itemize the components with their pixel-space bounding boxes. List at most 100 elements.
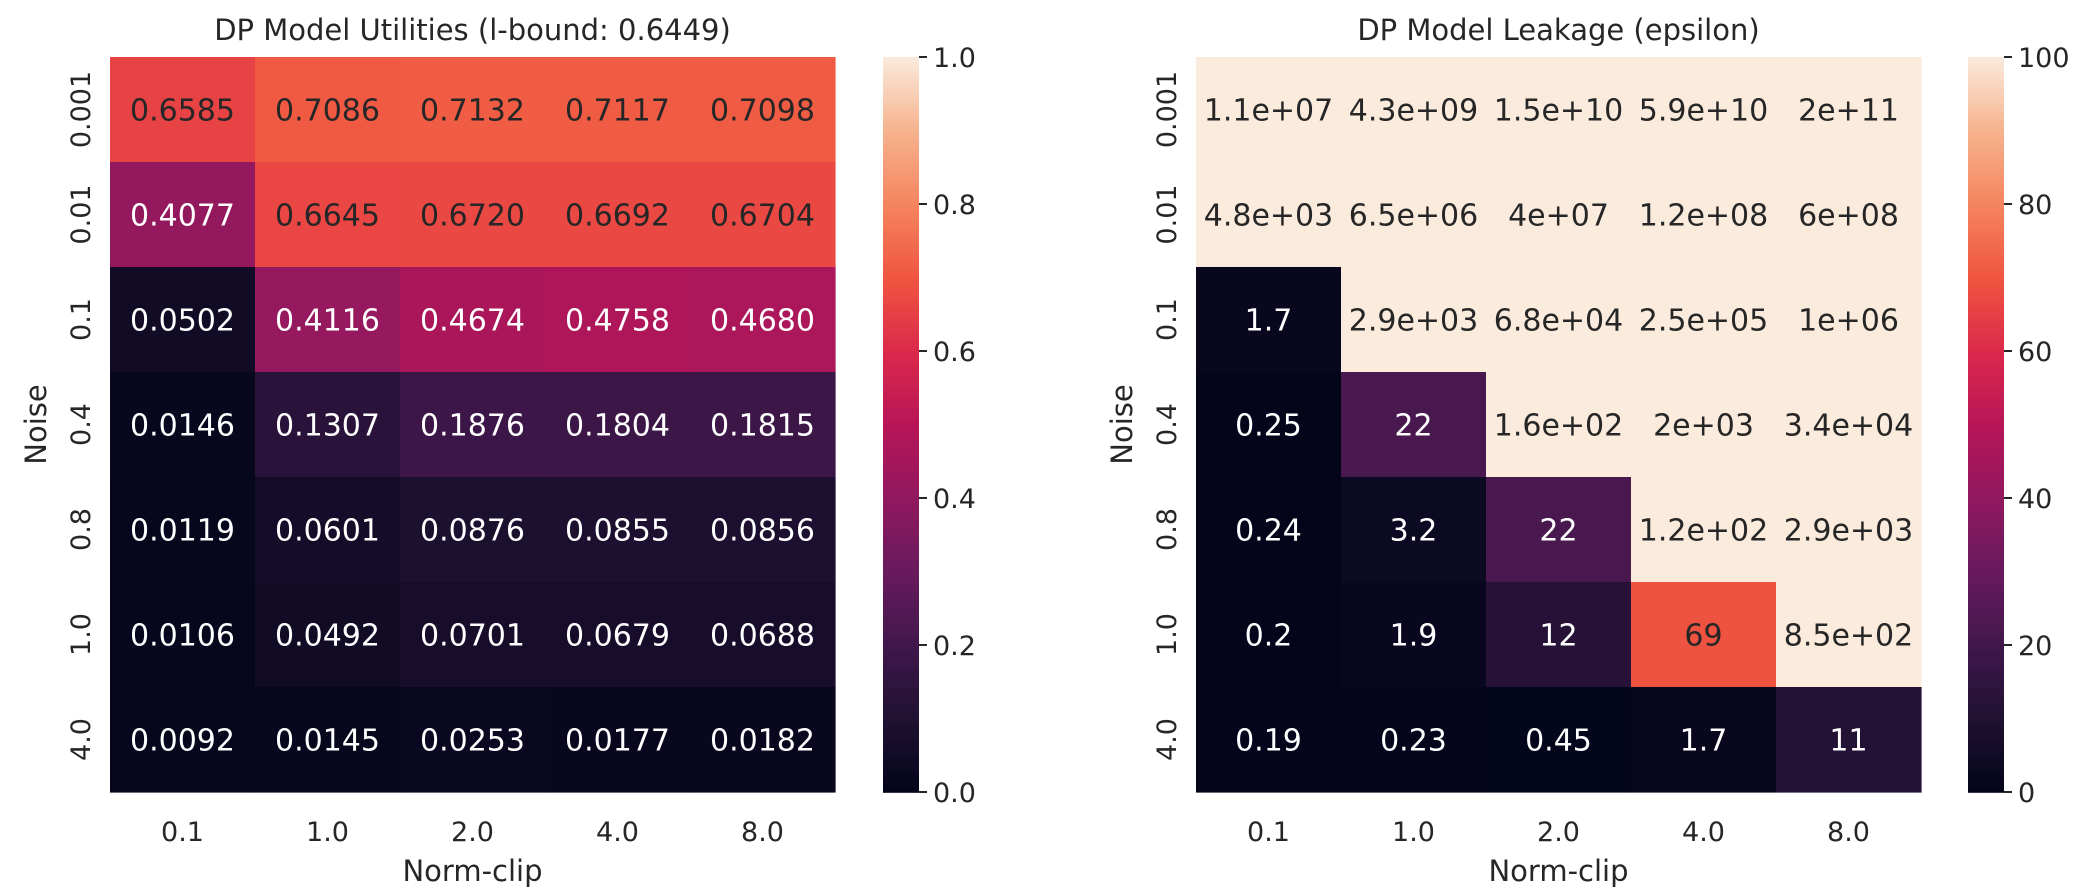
colorbar-segment <box>883 498 919 505</box>
colorbar-segment <box>1968 156 2004 163</box>
colorbar-segment <box>883 246 919 253</box>
colorbar-segment <box>883 776 919 783</box>
heatmap-cell <box>1341 57 1487 163</box>
colorbar-segment <box>1968 177 2004 184</box>
colorbar-segment <box>1968 88 2004 95</box>
colorbar-segment <box>1968 776 2004 783</box>
cell-annotation: 0.4758 <box>565 304 670 339</box>
colorbar-segment <box>1968 141 2004 148</box>
heatmap-cell <box>1486 57 1632 163</box>
colorbar-segment <box>883 702 919 709</box>
heatmap-cell <box>690 57 836 163</box>
colorbar-segment <box>1968 765 2004 772</box>
colorbar-segment <box>1968 351 2004 358</box>
colorbar-segment <box>1968 781 2004 788</box>
y-tick-label: 0.01 <box>66 184 97 244</box>
cell-annotation: 2.5e+05 <box>1639 304 1768 339</box>
heatmap-cell <box>1341 372 1487 478</box>
cell-annotation: 6e+08 <box>1798 199 1899 234</box>
colorbar-segment <box>883 576 919 583</box>
colorbar-segment <box>1968 786 2004 793</box>
colorbar-segment <box>883 408 919 415</box>
colorbar-segment <box>1968 660 2004 667</box>
colorbar-segment <box>883 461 919 468</box>
cell-annotation: 2e+03 <box>1653 409 1754 444</box>
colorbar-segment <box>883 72 919 79</box>
heatmap-cell <box>1341 477 1487 583</box>
cell-annotation: 1.5e+10 <box>1494 94 1623 129</box>
heatmap-cell <box>1196 582 1342 688</box>
colorbar-segment <box>883 550 919 557</box>
colorbar-segment <box>883 172 919 179</box>
heatmap-cell <box>690 477 836 583</box>
colorbar-segment <box>883 650 919 657</box>
colorbar-segment <box>1968 750 2004 757</box>
colorbar-segment <box>883 482 919 489</box>
cell-annotation: 0.1307 <box>275 409 380 444</box>
colorbar-segment <box>1968 492 2004 499</box>
colorbar-segment <box>883 256 919 263</box>
heatmap-cell <box>110 372 256 478</box>
colorbar-segment <box>883 104 919 111</box>
y-tick-label: 0.01 <box>1152 184 1183 244</box>
colorbar-segment <box>1968 267 2004 274</box>
colorbar-segment <box>1968 424 2004 431</box>
colorbar-segment <box>883 282 919 289</box>
colorbar-segment <box>1968 603 2004 610</box>
colorbar-segment <box>883 188 919 195</box>
colorbar-segment <box>883 718 919 725</box>
colorbar-segment <box>1968 687 2004 694</box>
colorbar-segment <box>883 93 919 100</box>
heatmap-cell <box>1341 162 1487 268</box>
colorbar-segment <box>883 267 919 274</box>
colorbar-segment <box>883 330 919 337</box>
y-axis-label: Noise <box>1105 384 1139 464</box>
colorbar-segment <box>1968 534 2004 541</box>
colorbar-segment <box>883 666 919 673</box>
colorbar-segment <box>1968 251 2004 258</box>
cell-annotation: 0.0119 <box>130 514 235 549</box>
heatmap-cell <box>545 162 691 268</box>
colorbar-segment <box>883 508 919 515</box>
heatmap-cell <box>690 582 836 688</box>
colorbar-segment <box>1968 99 2004 106</box>
x-axis-label: Norm-clip <box>1488 854 1628 888</box>
y-tick-label: 0.4 <box>66 403 97 446</box>
colorbar-segment <box>1968 120 2004 127</box>
colorbar-segment <box>1968 314 2004 321</box>
colorbar-segment <box>1968 571 2004 578</box>
x-tick-label: 2.0 <box>1537 817 1580 848</box>
heatmap-cell <box>1196 687 1342 793</box>
colorbar-segment <box>883 309 919 316</box>
colorbar-segment <box>1968 450 2004 457</box>
colorbar-segment <box>1968 398 2004 405</box>
y-tick-label: 0.8 <box>66 508 97 551</box>
colorbar-segment <box>883 319 919 326</box>
y-tick-label: 0.1 <box>66 298 97 341</box>
colorbar-segment <box>1968 508 2004 515</box>
colorbar-segment <box>1968 114 2004 121</box>
colorbar-tick-label: 20 <box>2018 631 2052 662</box>
colorbar-segment <box>883 603 919 610</box>
colorbar-segment <box>1968 587 2004 594</box>
colorbar-segment <box>1968 188 2004 195</box>
x-tick-label: 4.0 <box>1682 817 1725 848</box>
colorbar-segment <box>883 382 919 389</box>
cell-annotation: 0.24 <box>1235 514 1302 549</box>
colorbar-segment <box>883 83 919 90</box>
colorbar-segment <box>883 288 919 295</box>
colorbar-segment <box>883 151 919 158</box>
colorbar-segment <box>1968 382 2004 389</box>
colorbar-segment <box>883 786 919 793</box>
heatmap-cell <box>545 57 691 163</box>
colorbar-segment <box>1968 755 2004 762</box>
x-tick-label: 0.1 <box>1247 817 1290 848</box>
colorbar-segment <box>883 629 919 636</box>
colorbar-segment <box>883 687 919 694</box>
colorbar-tick-label: 0.0 <box>933 778 976 809</box>
colorbar-segment <box>1968 261 2004 268</box>
colorbar-segment <box>883 303 919 310</box>
cell-annotation: 1.2e+02 <box>1639 514 1768 549</box>
cell-annotation: 0.0145 <box>275 724 380 759</box>
